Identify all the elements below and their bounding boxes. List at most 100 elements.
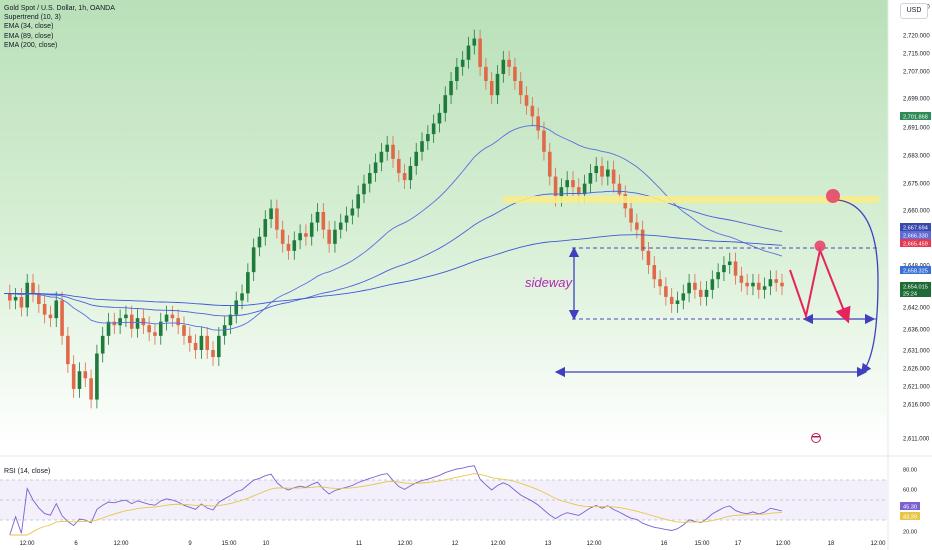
currency-selector[interactable]: USD [900, 3, 928, 19]
rsi-badge [900, 502, 920, 510]
rsi-line [9, 465, 783, 536]
candle-body [420, 141, 424, 152]
candle-body [449, 81, 453, 96]
time-tick-label: 16 [661, 541, 668, 547]
candle-body [733, 261, 738, 276]
time-tick-label: 18 [828, 541, 835, 547]
candle-body [158, 321, 163, 336]
candle-body [385, 144, 389, 152]
candle-body [460, 59, 465, 67]
candle-body [234, 300, 239, 315]
candle-body [594, 165, 599, 174]
candle-body [367, 173, 372, 184]
candle-body [344, 215, 349, 223]
candle-body [472, 38, 477, 46]
candle-body [716, 272, 720, 280]
candle-body [304, 233, 308, 237]
candle-body [704, 289, 709, 297]
candle-body [547, 151, 552, 177]
legend-ema200: EMA (200, close) [4, 41, 58, 49]
price-badge [900, 223, 931, 231]
candle-body [298, 233, 302, 241]
candle-body [228, 314, 233, 326]
candle-body [768, 279, 773, 287]
candle-body [722, 265, 726, 273]
price-badge [900, 239, 931, 247]
time-tick-label: 12:00 [870, 541, 886, 547]
candle-body [652, 265, 657, 280]
candle-body [501, 59, 506, 74]
candle-body [153, 332, 157, 336]
candle-body [507, 59, 511, 67]
projection-curve [837, 199, 879, 375]
time-tick-label: 12:00 [490, 541, 506, 547]
candle-body [669, 296, 674, 304]
candle-body [199, 335, 204, 350]
rsi-tick-label: 80.00 [903, 467, 917, 473]
price-badge-label: 2,654.015 [903, 284, 928, 290]
candle-body [8, 293, 12, 301]
time-tick-label: 12:00 [19, 541, 35, 547]
price-tick-label: 2,691.000 [903, 126, 930, 132]
candle-body [571, 180, 575, 188]
candle-body [408, 165, 413, 181]
rsi-tick-label: 43.39 [903, 514, 917, 520]
candle-body [565, 180, 569, 188]
time-tick-label: 12:00 [113, 541, 129, 547]
time-axis: 12:00 6 12:00 9 15:00 10 11 12:00 12 12:00 13 12:00… [19, 541, 886, 547]
candle-body [762, 286, 767, 290]
candle-body [518, 81, 523, 96]
resistance-zone [503, 196, 879, 203]
price-badge [900, 266, 931, 274]
candle-body [280, 229, 285, 244]
candle-body [48, 314, 53, 319]
time-tick-label: 12:00 [586, 541, 602, 547]
candle-body [309, 222, 314, 237]
candle-body [118, 318, 122, 326]
zigzag-projection [789, 246, 851, 324]
rsi-tick-label: 45.30 [903, 504, 917, 510]
candle-body [269, 208, 273, 220]
candle-body [478, 38, 482, 67]
candle-body [263, 219, 268, 237]
price-badge-label: 2,666.330 [903, 233, 928, 239]
time-tick-label: 13 [545, 541, 552, 547]
candle-body [176, 318, 180, 326]
target-dot-lower [814, 240, 826, 252]
rsi-ma-line [9, 473, 783, 536]
candle-body [484, 66, 488, 82]
rsi-tick-label: 20.00 [903, 529, 917, 535]
candle-body [19, 296, 24, 308]
price-badge [900, 231, 931, 239]
time-tick-label: 11 [356, 541, 363, 547]
ema-200-line [4, 234, 783, 307]
candle-body [646, 250, 651, 266]
time-tick-label: 17 [735, 541, 742, 547]
candle-body [77, 371, 82, 389]
candle-body [187, 335, 192, 343]
candle-body [240, 293, 244, 301]
target-dot-upper [826, 189, 840, 203]
candle-body [780, 282, 784, 287]
candle-body [617, 183, 622, 195]
time-tick-label: 9 [188, 541, 192, 547]
candle-body [257, 236, 262, 248]
price-tick-label: 2,631.000 [903, 349, 930, 355]
candle-body [327, 229, 331, 244]
price-tick-label: 2,660.000 [903, 209, 930, 215]
price-tick-label: 2,621.000 [903, 385, 930, 391]
legend-ema34: EMA (34, close) [4, 23, 54, 31]
candle-body [129, 314, 134, 329]
price-tick-label: 2,699.000 [903, 97, 930, 103]
candle-body [350, 208, 355, 216]
candle-body [710, 279, 715, 290]
candle-body [321, 211, 326, 230]
candle-body [698, 289, 703, 297]
candle-body [611, 169, 616, 184]
candle-body [681, 293, 686, 301]
candle-body [89, 378, 93, 400]
candle-body [693, 282, 697, 290]
candle-body [745, 282, 749, 287]
candle-body [135, 318, 140, 329]
